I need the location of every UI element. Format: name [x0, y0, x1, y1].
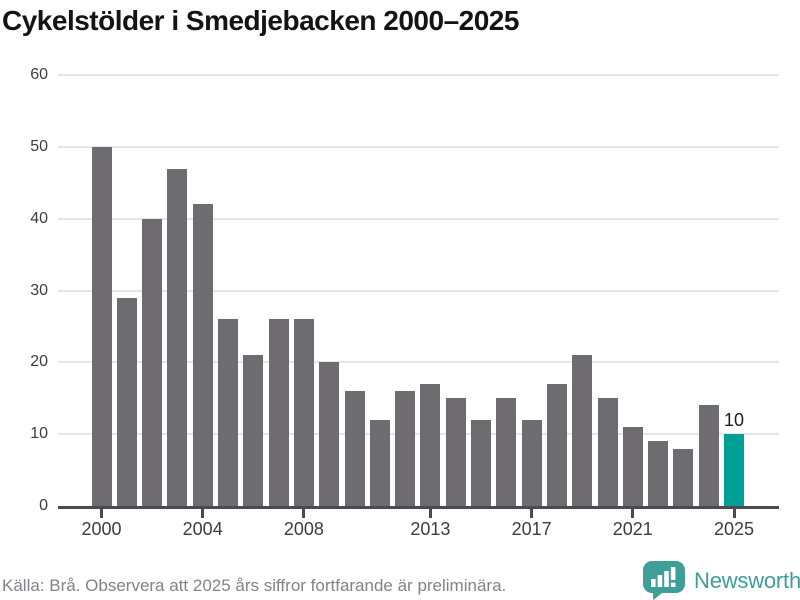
bar-2015	[471, 419, 491, 506]
y-axis-label-10: 10	[30, 425, 48, 443]
bar-2010	[344, 391, 365, 506]
bar-2007	[268, 319, 289, 506]
newsworthy-logo-text: Newsworthy	[694, 567, 800, 593]
x-axis-label-2017: 2017	[511, 519, 552, 539]
x-axis-label-2004: 2004	[182, 519, 223, 539]
x-axis-label-2000: 2000	[81, 519, 122, 539]
y-axis-label-60: 60	[30, 66, 48, 84]
x-axis-label-2025: 2025	[713, 519, 755, 539]
bar-2000	[91, 147, 112, 506]
gridline-y-50	[58, 146, 779, 148]
bar-2011	[369, 419, 390, 506]
y-axis-label-0: 0	[39, 497, 48, 514]
x-axis-label-2008: 2008	[283, 519, 324, 539]
bar-2019	[572, 355, 593, 506]
bar-2023	[673, 448, 694, 506]
x-axis-tick-2008	[302, 509, 306, 518]
bar-2004	[192, 204, 213, 506]
gridline-y-30	[58, 289, 779, 292]
y-axis-label-50: 50	[30, 138, 48, 155]
x-axis-label-2021: 2021	[612, 519, 653, 539]
bar-2018	[546, 383, 567, 506]
bar-2024	[698, 405, 719, 506]
bar-2025	[724, 434, 744, 506]
bar-2003	[167, 168, 188, 506]
bar-2016	[496, 398, 517, 506]
gridline-y-20	[58, 361, 779, 364]
y-axis-label-40: 40	[30, 209, 48, 227]
x-axis-tick-2021	[631, 509, 635, 518]
y-axis-label-30: 30	[30, 281, 48, 299]
newsworthy-logo: Newsworthy	[643, 561, 800, 600]
x-axis-tick-2017	[530, 509, 534, 518]
bar-2012	[395, 391, 416, 506]
bar-2001	[116, 297, 137, 506]
bar-2013	[420, 383, 441, 506]
newsworthy-logo-icon	[643, 561, 685, 600]
x-axis-tick-2025	[732, 509, 736, 518]
bar-2008	[293, 319, 314, 506]
gridline-y-10	[58, 433, 779, 436]
bar-2009	[319, 362, 340, 506]
bar-2002	[142, 218, 163, 506]
bar-2006	[243, 355, 264, 506]
bar-2005	[218, 319, 238, 506]
bar-2017	[521, 419, 542, 506]
gridline-y-40	[58, 217, 779, 220]
x-axis-line	[58, 506, 779, 509]
x-axis-label-2013: 2013	[410, 519, 451, 539]
y-axis-label-20: 20	[30, 353, 48, 371]
bar-2020	[597, 398, 618, 506]
gridline-y-60	[58, 74, 779, 77]
x-axis-tick-2004	[201, 509, 205, 518]
source-note: Källa: Brå. Observera att 2025 års siffr…	[2, 576, 507, 595]
bar-2021	[622, 427, 643, 506]
x-axis-tick-2000	[100, 509, 103, 518]
chart-title: Cykelstölder i Smedjebacken 2000–2025	[2, 5, 519, 36]
data-label-2025: 10	[723, 410, 745, 431]
bar-2014	[445, 398, 466, 506]
bar-2022	[648, 441, 669, 506]
x-axis-tick-2013	[428, 509, 432, 518]
